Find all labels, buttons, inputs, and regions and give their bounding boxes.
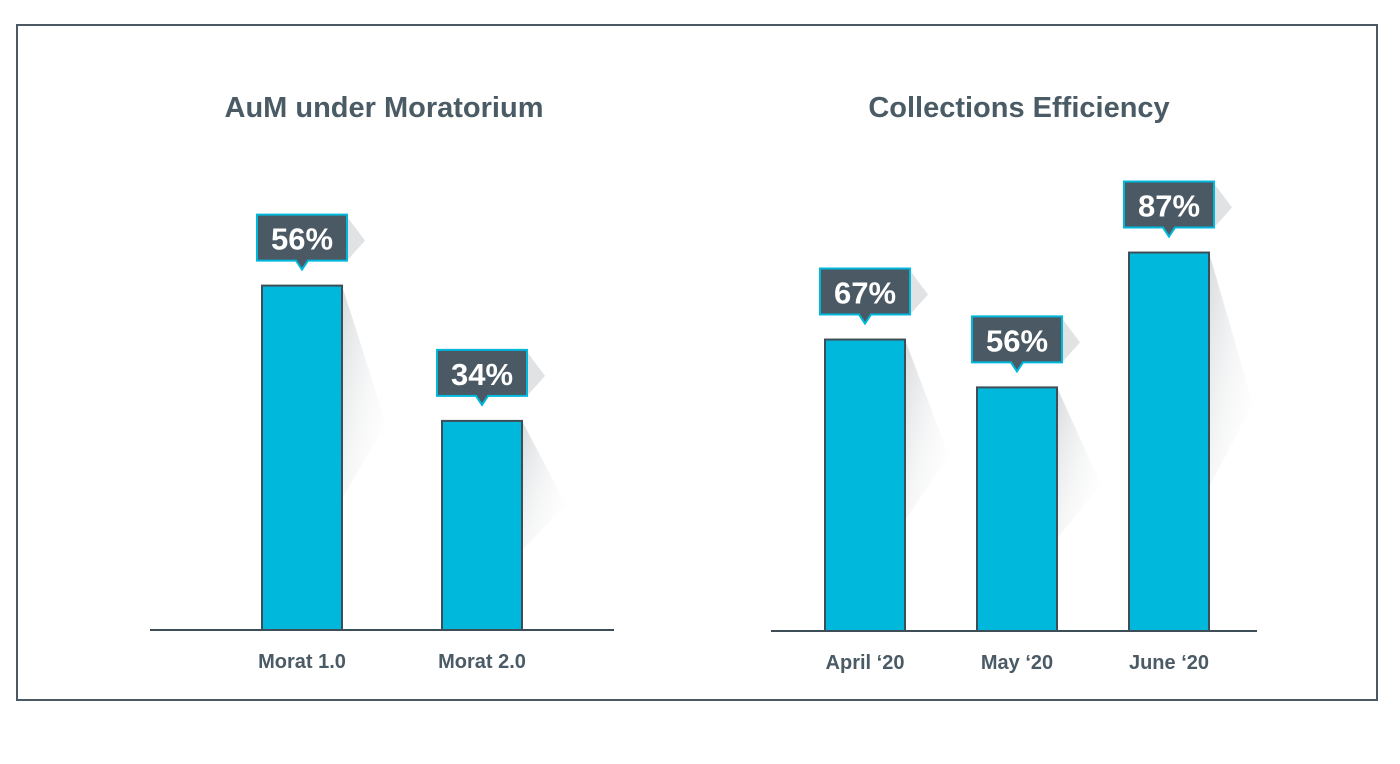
x-tick-label: Morat 2.0 <box>438 651 526 673</box>
data-label: 67% <box>834 276 896 311</box>
data-label: 87% <box>1138 189 1200 224</box>
bar <box>1128 251 1210 633</box>
callout-shadow <box>1062 318 1080 363</box>
callout-box <box>1123 180 1215 239</box>
bar <box>261 284 343 631</box>
callout-box <box>256 213 348 272</box>
bar-shadow <box>905 339 949 521</box>
bar-shadow <box>1057 387 1101 539</box>
chart-collections-efficiency: Collections Efficiency 67% 56% 87% April ‘… <box>771 92 1257 674</box>
callout-shadow <box>527 351 545 396</box>
callout-box <box>971 315 1063 374</box>
value-callout: 34% <box>436 348 545 407</box>
value-callout: 56% <box>256 213 365 272</box>
callout-box <box>436 348 528 407</box>
x-tick-label: May ‘20 <box>981 652 1053 674</box>
bar-shadow <box>522 420 566 551</box>
bar <box>441 419 523 631</box>
data-label: 56% <box>271 222 333 257</box>
chart-title: Collections Efficiency <box>868 92 1169 124</box>
value-callout: 67% <box>819 267 928 326</box>
callout-shadow <box>347 216 365 261</box>
data-label: 56% <box>986 323 1048 358</box>
data-label: 34% <box>451 357 513 392</box>
callout-shadow <box>910 270 928 315</box>
bar <box>976 386 1058 632</box>
callout-box <box>819 267 911 326</box>
chart-title: AuM under Moratorium <box>225 92 544 124</box>
bar <box>824 338 906 632</box>
value-callout: 87% <box>1123 180 1232 239</box>
callout-shadow <box>1214 183 1232 228</box>
bar-shadow <box>1209 252 1253 488</box>
chart-aum-moratorium: AuM under Moratorium 56% 34% Morat 1.0 Mor… <box>150 92 614 673</box>
x-tick-label: June ‘20 <box>1129 652 1209 674</box>
x-tick-label: Morat 1.0 <box>258 651 346 673</box>
value-callout: 56% <box>971 315 1080 374</box>
bar-shadow <box>342 285 386 500</box>
x-tick-label: April ‘20 <box>826 652 905 674</box>
